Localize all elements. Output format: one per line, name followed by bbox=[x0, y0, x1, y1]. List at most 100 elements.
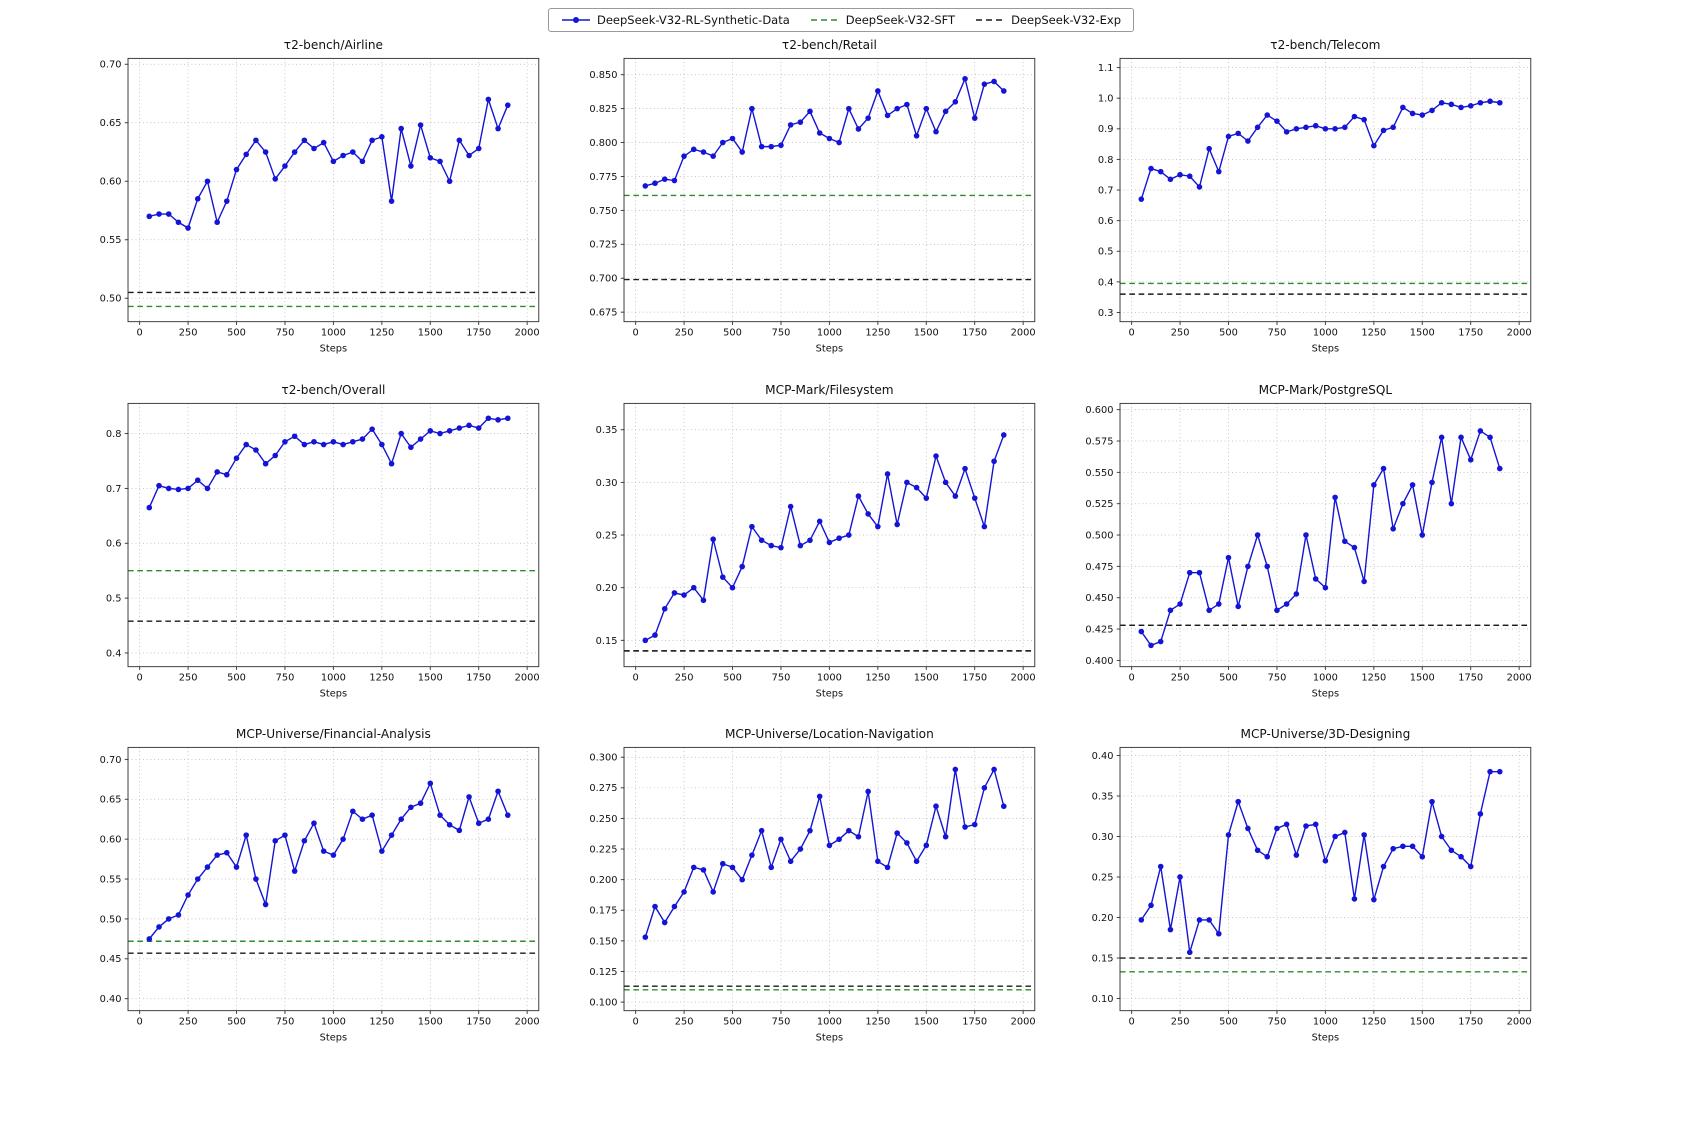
legend-item-sft: DeepSeek-V32-SFT bbox=[810, 13, 955, 27]
chart-2-bench-airline-plot: 0 250 500 750 1000 1250 1500 1750 2000 0.50 0.55 0.… bbox=[100, 38, 540, 355]
svg-text:1500: 1500 bbox=[1410, 328, 1435, 339]
chart-2-bench-retail: 0 250 500 750 1000 1250 1500 1750 2000 0.675 0.700… bbox=[568, 36, 1046, 365]
svg-text:750: 750 bbox=[276, 672, 295, 683]
svg-text:750: 750 bbox=[772, 672, 791, 683]
svg-text:2000: 2000 bbox=[1011, 1017, 1036, 1028]
svg-text:1000: 1000 bbox=[1313, 1017, 1338, 1028]
svg-text:0.15: 0.15 bbox=[1092, 954, 1114, 965]
svg-text:1250: 1250 bbox=[865, 672, 890, 683]
gridlines bbox=[128, 58, 539, 322]
svg-text:500: 500 bbox=[723, 328, 742, 339]
svg-text:0: 0 bbox=[1128, 328, 1134, 339]
svg-text:500: 500 bbox=[227, 672, 246, 683]
svg-text:750: 750 bbox=[1268, 1017, 1287, 1028]
legend: DeepSeek-V32-RL-Synthetic-Data DeepSeek-… bbox=[0, 8, 1682, 32]
svg-text:1000: 1000 bbox=[321, 672, 346, 683]
chart-2-bench-telecom: 0 250 500 750 1000 1250 1500 1750 2000 0.3 0.4 0.5 0… bbox=[1064, 36, 1542, 365]
svg-text:1750: 1750 bbox=[1458, 672, 1483, 683]
svg-text:0.600: 0.600 bbox=[1085, 405, 1113, 416]
x-axis-label: Steps bbox=[1312, 688, 1339, 699]
svg-text:750: 750 bbox=[276, 328, 295, 339]
rl-series-markers bbox=[642, 75, 1007, 189]
svg-text:250: 250 bbox=[1171, 672, 1190, 683]
chart-2-bench-telecom-plot: 0 250 500 750 1000 1250 1500 1750 2000 0.3 0.4 0.5 0… bbox=[1098, 38, 1532, 355]
tick-marks bbox=[620, 756, 1024, 1015]
chart-title: MCP-Universe/Location-Navigation bbox=[725, 727, 934, 741]
x-axis-label: Steps bbox=[816, 1033, 843, 1044]
svg-text:0.300: 0.300 bbox=[589, 753, 617, 764]
svg-text:1750: 1750 bbox=[466, 672, 491, 683]
tick-labels: 0 250 500 750 1000 1250 1500 1750 2000 0.675 0.700… bbox=[589, 70, 1035, 339]
svg-text:1250: 1250 bbox=[865, 1017, 890, 1028]
svg-text:0.6: 0.6 bbox=[1098, 216, 1114, 227]
chart-2-bench-overall-plot: 0 250 500 750 1000 1250 1500 1750 2000 0.4 0.5 0.6 0… bbox=[106, 383, 540, 699]
svg-text:750: 750 bbox=[276, 1017, 295, 1028]
svg-text:0.8: 0.8 bbox=[106, 429, 122, 440]
chart-title: MCP-Universe/3D-Designing bbox=[1240, 727, 1410, 741]
chart-mcp-mark-filesystem-plot: 0 250 500 750 1000 1250 1500 1750 2000 0.15 0.20 0.… bbox=[596, 383, 1036, 699]
svg-text:750: 750 bbox=[772, 1017, 791, 1028]
svg-text:1500: 1500 bbox=[914, 1017, 939, 1028]
svg-text:0.425: 0.425 bbox=[1085, 624, 1113, 635]
legend-label-sft: DeepSeek-V32-SFT bbox=[845, 13, 956, 27]
svg-text:0.750: 0.750 bbox=[589, 206, 617, 217]
chart-2-bench-airline: 0 250 500 750 1000 1250 1500 1750 2000 0.50 0.55 0.… bbox=[72, 36, 550, 365]
svg-text:0: 0 bbox=[633, 1017, 639, 1028]
svg-text:500: 500 bbox=[723, 672, 742, 683]
chart-mcp-mark-postgresql-plot: 0 250 500 750 1000 1250 1500 1750 2000 0.400 0.425… bbox=[1085, 383, 1531, 699]
svg-text:0.30: 0.30 bbox=[596, 477, 618, 488]
svg-text:250: 250 bbox=[675, 672, 694, 683]
x-axis-label: Steps bbox=[320, 688, 347, 699]
svg-text:0.200: 0.200 bbox=[589, 875, 617, 886]
legend-swatch-exp-dashed-icon bbox=[976, 19, 1005, 21]
svg-text:0.60: 0.60 bbox=[100, 177, 122, 188]
svg-text:250: 250 bbox=[1171, 328, 1190, 339]
svg-text:250: 250 bbox=[675, 328, 694, 339]
svg-text:250: 250 bbox=[179, 1017, 198, 1028]
svg-text:0: 0 bbox=[633, 672, 639, 683]
svg-text:0: 0 bbox=[137, 328, 143, 339]
chart-mcp-universe-location-navigation: 0 250 500 750 1000 1250 1500 1750 2000 0.100 0.125… bbox=[568, 725, 1046, 1054]
rl-series-markers bbox=[1138, 769, 1503, 956]
chart-mcp-mark-filesystem: 0 250 500 750 1000 1250 1500 1750 2000 0.15 0.20 0.… bbox=[568, 381, 1046, 710]
svg-text:0.15: 0.15 bbox=[596, 635, 618, 646]
svg-text:250: 250 bbox=[675, 1017, 694, 1028]
svg-text:0.475: 0.475 bbox=[1085, 561, 1113, 572]
svg-text:250: 250 bbox=[179, 328, 198, 339]
svg-text:0.150: 0.150 bbox=[589, 937, 617, 948]
svg-text:0: 0 bbox=[1128, 1017, 1134, 1028]
svg-text:1000: 1000 bbox=[321, 1017, 346, 1028]
legend-label-rl: DeepSeek-V32-RL-Synthetic-Data bbox=[597, 13, 790, 27]
svg-text:1500: 1500 bbox=[418, 672, 443, 683]
rl-series-markers bbox=[642, 431, 1007, 643]
svg-text:0.70: 0.70 bbox=[100, 60, 122, 71]
svg-text:0.3: 0.3 bbox=[1098, 308, 1114, 319]
gridlines bbox=[624, 747, 1035, 1011]
svg-text:0.7: 0.7 bbox=[106, 483, 122, 494]
svg-text:1500: 1500 bbox=[1410, 672, 1435, 683]
plot-spines bbox=[127, 402, 540, 667]
tick-labels: 0 250 500 750 1000 1250 1500 1750 2000 0.50 0.55 0.… bbox=[100, 60, 540, 339]
plot-spines bbox=[1119, 747, 1532, 1012]
tick-labels: 0 250 500 750 1000 1250 1500 1750 2000 0.15 0.20 0.… bbox=[596, 425, 1036, 684]
svg-text:0.550: 0.550 bbox=[1085, 467, 1113, 478]
plot-background bbox=[128, 58, 539, 322]
svg-text:1000: 1000 bbox=[1313, 672, 1338, 683]
tick-marks bbox=[620, 428, 1024, 670]
rl-series-line bbox=[149, 96, 509, 230]
svg-text:1.1: 1.1 bbox=[1098, 63, 1114, 74]
x-axis-label: Steps bbox=[1312, 344, 1339, 355]
svg-text:0.850: 0.850 bbox=[589, 70, 617, 81]
x-axis-label: Steps bbox=[320, 344, 347, 355]
svg-text:500: 500 bbox=[1219, 672, 1238, 683]
svg-text:0.275: 0.275 bbox=[589, 783, 617, 794]
svg-text:2000: 2000 bbox=[1507, 328, 1532, 339]
svg-text:1.0: 1.0 bbox=[1098, 94, 1114, 105]
svg-text:0.25: 0.25 bbox=[1092, 873, 1114, 884]
svg-text:2000: 2000 bbox=[515, 1017, 540, 1028]
svg-text:1250: 1250 bbox=[1361, 1017, 1386, 1028]
svg-text:0.500: 0.500 bbox=[1085, 530, 1113, 541]
tick-marks bbox=[124, 432, 528, 670]
plot-spines bbox=[623, 402, 1036, 667]
tick-marks bbox=[124, 63, 528, 325]
